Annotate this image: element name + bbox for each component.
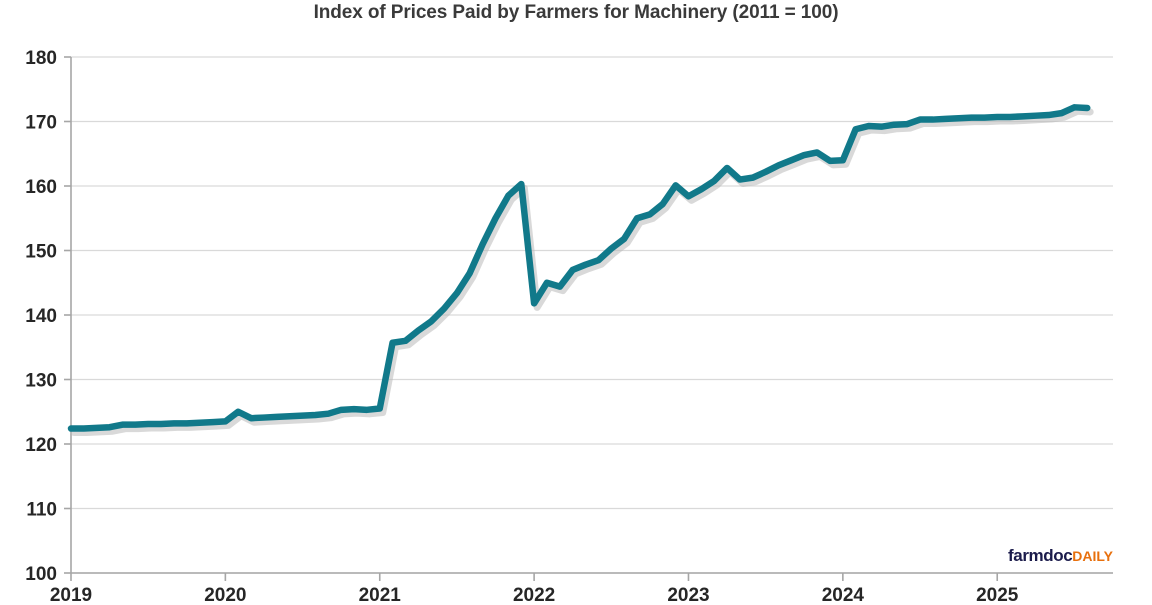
y-axis-ticks-group: 100 110 120 130 140 150 160 170 180: [25, 48, 71, 585]
y-tick-label: 160: [25, 177, 57, 198]
x-tick-label: 2025: [976, 585, 1019, 605]
y-tick-label: 170: [25, 113, 57, 134]
data-line-shadow: [70, 107, 1094, 437]
x-tick-label: 2022: [513, 585, 555, 605]
y-tick-label: 140: [25, 306, 57, 327]
data-line-machinery-index: [67, 104, 1091, 432]
y-tick-label: 100: [25, 564, 57, 585]
farmdoc-daily-logo: farmdocDAILY: [1008, 546, 1113, 566]
x-tick-label: 2024: [822, 585, 865, 605]
logo-daily-text: DAILY: [1072, 548, 1113, 564]
y-tick-label: 120: [25, 435, 57, 456]
y-tick-label: 150: [25, 242, 57, 263]
y-tick-label: 110: [26, 500, 57, 521]
y-tick-label: 130: [25, 371, 57, 392]
logo-farmdoc-text: farmdoc: [1008, 546, 1073, 565]
x-axis-ticks-group: 2019 2020 2021 2022 2023 2024 2025: [50, 573, 1019, 605]
x-tick-label: 2019: [50, 585, 92, 605]
x-tick-label: 2021: [359, 585, 402, 605]
x-tick-label: 2023: [667, 585, 709, 605]
chart-title: Index of Prices Paid by Farmers for Mach…: [313, 2, 839, 23]
x-tick-label: 2020: [204, 585, 246, 605]
y-tick-label: 180: [25, 48, 57, 69]
gridlines-group: [71, 56, 1113, 574]
